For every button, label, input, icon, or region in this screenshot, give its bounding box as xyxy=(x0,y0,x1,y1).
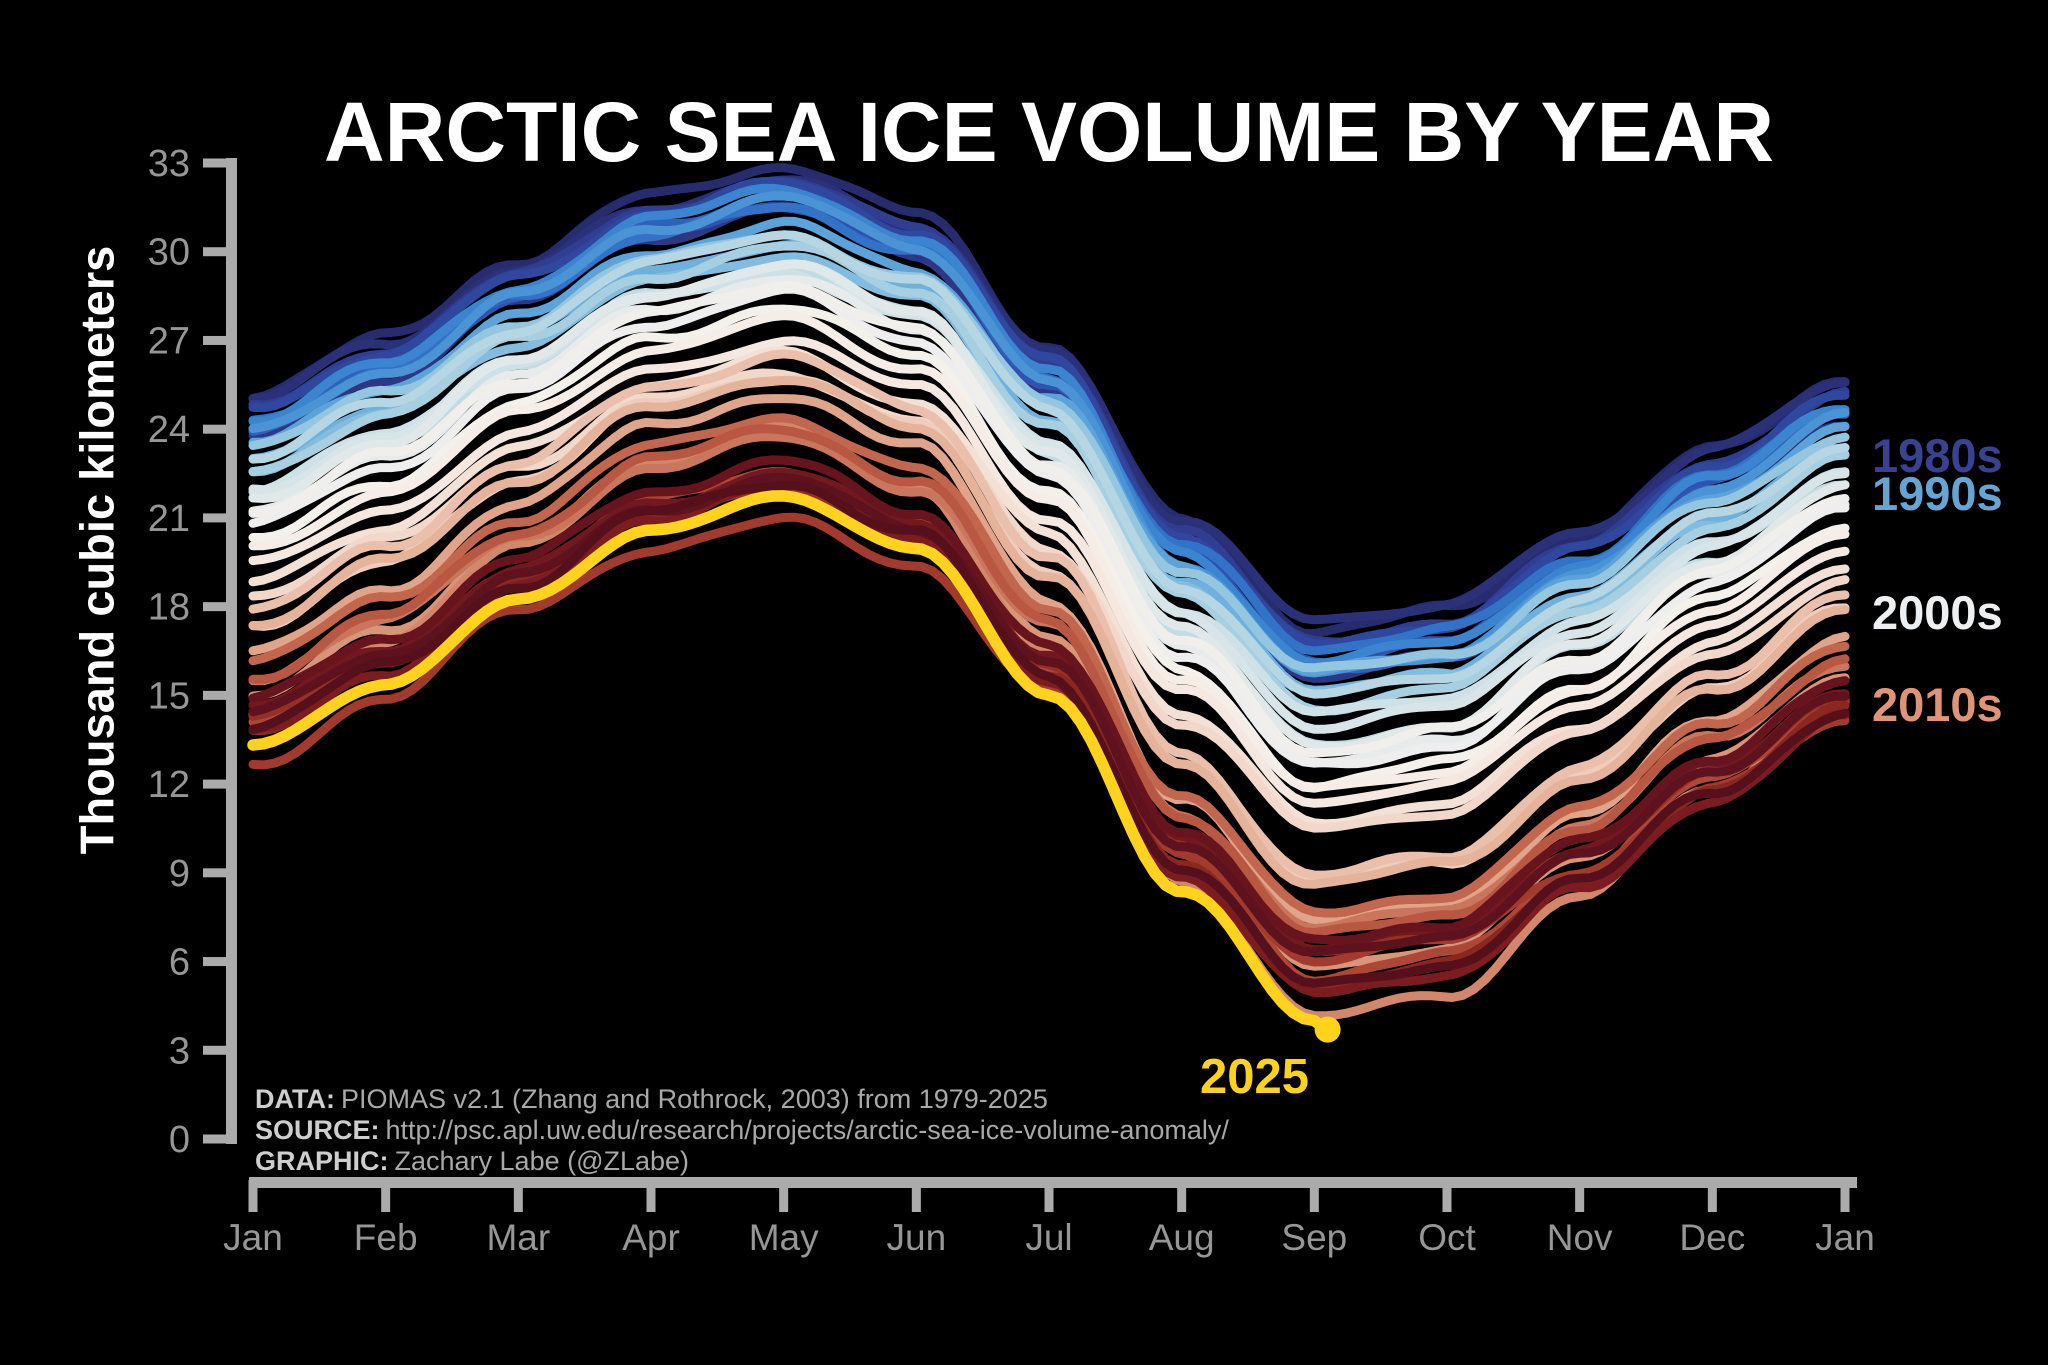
y-axis-tick xyxy=(203,957,233,967)
x-axis-tick xyxy=(381,1180,391,1212)
y-tick-label: 3 xyxy=(169,1030,190,1072)
year-line-1983 xyxy=(248,177,1850,649)
credits-block: DATA: PIOMAS v2.1 (Zhang and Rothrock, 20… xyxy=(255,1085,1229,1178)
legend-label-1990s: 1990s xyxy=(1872,467,2003,520)
x-tick-label: Jan xyxy=(1815,1217,1875,1258)
annotation-2025: 2025 xyxy=(1200,1050,1310,1104)
y-tick-label: 6 xyxy=(169,942,190,984)
y-axis-tick xyxy=(203,158,233,168)
x-axis-tick xyxy=(1840,1180,1850,1212)
year-line-2010 xyxy=(248,394,1850,927)
year-line-1998 xyxy=(248,259,1850,752)
y-axis-tick xyxy=(203,1134,233,1144)
current-value-dot xyxy=(1314,1016,1341,1043)
year-line-2004 xyxy=(248,336,1850,808)
credit-source-label: SOURCE: xyxy=(255,1115,380,1146)
x-axis-tick xyxy=(1177,1180,1187,1212)
credit-data-text: PIOMAS v2.1 (Zhang and Rothrock, 2003) f… xyxy=(340,1084,1048,1114)
year-line-2024 xyxy=(248,481,1850,988)
x-tick-label: Jul xyxy=(1025,1217,1072,1258)
x-axis-tick xyxy=(513,1180,523,1212)
x-axis-tick xyxy=(646,1180,656,1212)
x-axis-tick xyxy=(779,1180,789,1212)
credit-graphic-label: GRAPHIC: xyxy=(255,1146,389,1177)
x-axis-tick xyxy=(1575,1180,1585,1212)
year-line-2000 xyxy=(248,284,1850,769)
y-tick-label: 15 xyxy=(148,675,190,717)
year-line-1988 xyxy=(248,191,1850,678)
x-tick-label: Mar xyxy=(486,1217,550,1258)
year-line-2023 xyxy=(248,472,1850,957)
x-tick-label: Jan xyxy=(223,1217,283,1258)
y-tick-label: 18 xyxy=(148,587,190,629)
y-axis-tick xyxy=(203,247,233,257)
x-axis-tick xyxy=(248,1180,258,1212)
y-tick-label: 21 xyxy=(148,498,190,540)
year-line-2001 xyxy=(248,281,1850,758)
x-tick-label: Dec xyxy=(1679,1217,1745,1258)
legend-label-2010s: 2010s xyxy=(1872,678,2003,731)
credit-graphic-text: Zachary Labe (@ZLabe) xyxy=(394,1146,690,1177)
credit-graphic: GRAPHIC: Zachary Labe (@ZLabe) xyxy=(255,1147,1229,1175)
y-tick-label: 30 xyxy=(148,232,190,274)
year-line-2025 xyxy=(247,490,1331,1035)
x-tick-label: Nov xyxy=(1547,1217,1613,1258)
y-axis-tick xyxy=(203,690,233,700)
x-axis-tick xyxy=(1707,1180,1717,1212)
year-line-2014 xyxy=(248,413,1850,918)
credit-source: SOURCE: http://psc.apl.uw.edu/research/pr… xyxy=(255,1116,1229,1144)
credit-source-text: http://psc.apl.uw.edu/research/projects/… xyxy=(385,1115,1229,1146)
y-axis-tick xyxy=(203,335,233,345)
credit-data-label: DATA: xyxy=(255,1084,335,1114)
year-line-2015 xyxy=(248,424,1850,937)
y-tick-label: 9 xyxy=(169,853,190,895)
y-tick-label: 12 xyxy=(148,764,190,806)
legend-label-1980s: 1980s xyxy=(1872,429,2003,482)
y-axis-spine xyxy=(226,158,237,1144)
y-axis-tick xyxy=(203,1045,233,1055)
y-axis-tick xyxy=(203,602,233,612)
y-axis-tick xyxy=(203,424,233,434)
x-tick-label: Sep xyxy=(1281,1217,1347,1258)
x-axis-tick xyxy=(1442,1180,1452,1212)
year-line-2008 xyxy=(248,349,1850,880)
x-tick-label: Jun xyxy=(887,1217,947,1258)
y-tick-label: 0 xyxy=(169,1119,190,1161)
x-axis-tick xyxy=(1044,1180,1054,1212)
year-line-2009 xyxy=(248,376,1850,889)
y-axis-title: Thousand cubic kilometers xyxy=(70,245,124,855)
y-tick-label: 33 xyxy=(148,143,190,185)
year-line-2003 xyxy=(248,311,1850,792)
y-axis-tick xyxy=(203,868,233,878)
y-axis-tick xyxy=(203,779,233,789)
x-tick-label: Aug xyxy=(1149,1217,1215,1258)
credit-data: DATA: PIOMAS v2.1 (Zhang and Rothrock, 20… xyxy=(255,1085,1229,1113)
year-line-1994 xyxy=(248,230,1850,699)
year-line-2022 xyxy=(248,455,1850,945)
legend-label-2000s: 2000s xyxy=(1872,586,2003,639)
x-tick-label: May xyxy=(749,1217,819,1258)
x-tick-label: Oct xyxy=(1418,1217,1476,1258)
x-axis-tick xyxy=(911,1180,921,1212)
x-axis-tick xyxy=(1309,1180,1319,1212)
y-axis-tick xyxy=(203,513,233,523)
y-tick-label: 27 xyxy=(148,320,190,362)
y-tick-label: 24 xyxy=(148,409,190,451)
year-line-1992 xyxy=(248,230,1850,673)
page-title: ARCTIC SEA ICE VOLUME BY YEAR xyxy=(324,85,1774,180)
x-tick-label: Apr xyxy=(622,1217,680,1258)
x-tick-label: Feb xyxy=(354,1217,418,1258)
